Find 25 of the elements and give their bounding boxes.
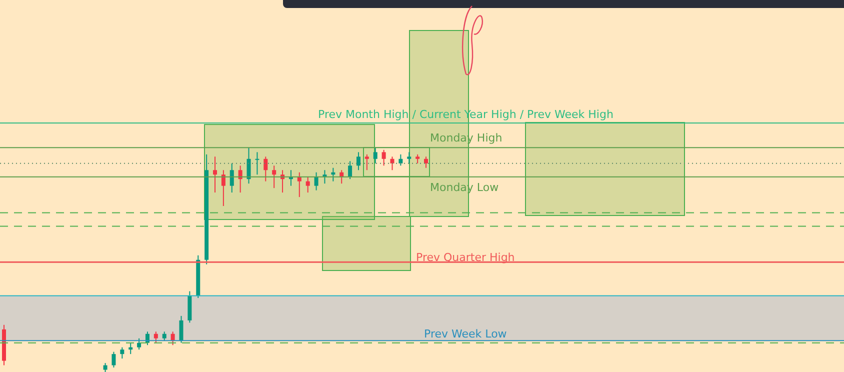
ref-line-label: Prev Quarter High bbox=[416, 251, 515, 264]
candlestick bbox=[306, 176, 310, 194]
candlestick bbox=[230, 162, 234, 194]
candlestick bbox=[407, 152, 412, 164]
candlestick bbox=[264, 156, 268, 182]
ref-line-label: Prev Week Low bbox=[424, 328, 507, 341]
candlestick bbox=[154, 331, 158, 344]
candlestick bbox=[179, 315, 184, 344]
candlestick bbox=[246, 147, 251, 184]
candlestick bbox=[120, 346, 124, 360]
candlestick bbox=[314, 172, 318, 191]
candlestick bbox=[137, 338, 142, 350]
candlestick bbox=[398, 154, 403, 166]
candlestick bbox=[356, 152, 360, 171]
candlestick bbox=[272, 165, 276, 189]
candlestick bbox=[112, 351, 116, 368]
candlestick bbox=[390, 156, 394, 171]
candlestick bbox=[424, 156, 428, 168]
candlestick bbox=[213, 156, 217, 194]
candlestick bbox=[221, 170, 226, 206]
candlestick bbox=[382, 149, 386, 166]
candlestick bbox=[373, 147, 378, 164]
candlestick bbox=[364, 154, 369, 171]
candlestick bbox=[255, 152, 260, 176]
candlestick bbox=[348, 160, 352, 180]
